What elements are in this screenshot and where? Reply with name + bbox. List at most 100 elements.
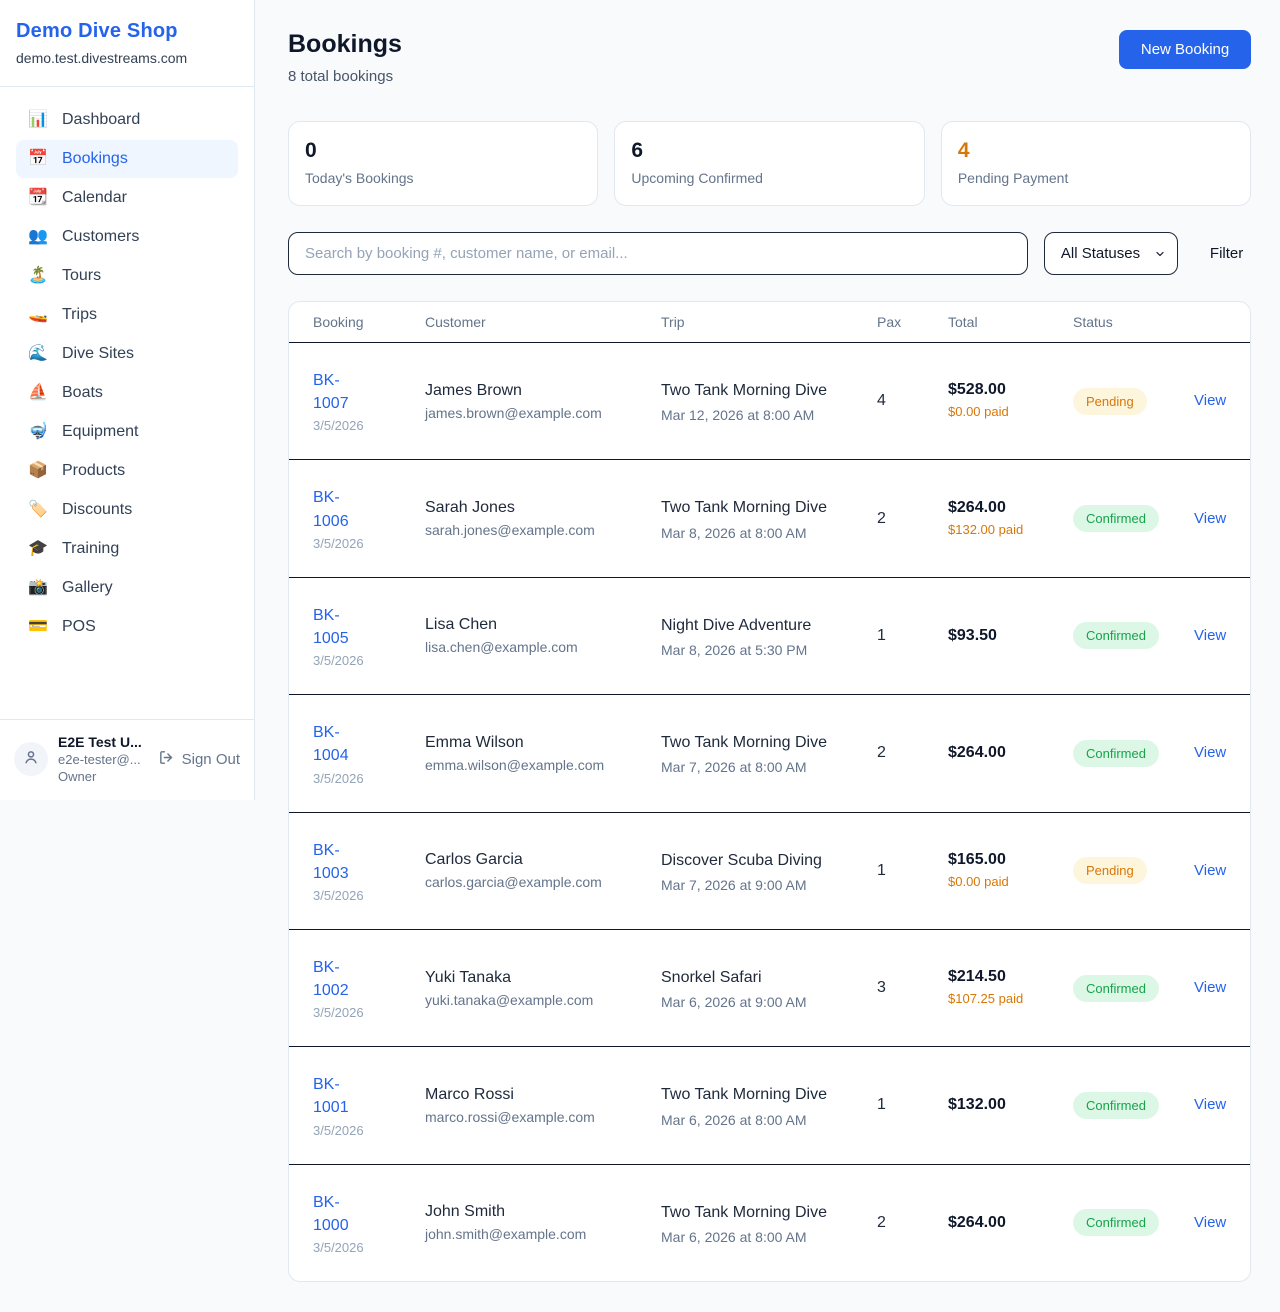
view-link[interactable]: View xyxy=(1194,861,1227,879)
sidebar-item-customers[interactable]: 👥 Customers xyxy=(28,228,140,245)
sidebar-item-trips[interactable]: 🚤 Trips xyxy=(28,306,97,323)
total-cell: $264.00 $132.00 paid xyxy=(948,499,1073,539)
paid-amount: $132.00 paid xyxy=(948,521,1024,537)
view-link[interactable]: View xyxy=(1194,392,1227,410)
pax-value: 1 xyxy=(877,626,886,644)
total-amount: $528.00 xyxy=(948,381,1006,399)
trip-name: Two Tank Morning Dive xyxy=(661,734,827,752)
sidebar: Demo Dive Shop demo.test.divestreams.com… xyxy=(0,0,255,800)
view-link[interactable]: View xyxy=(1194,744,1227,762)
booking-number-link[interactable]: BK-1004 xyxy=(313,724,349,765)
table-header-row: Booking Customer Trip Pax Total Status xyxy=(289,302,1251,343)
total-amount: $165.00 xyxy=(948,850,1006,868)
trip-cell: Two Tank Morning Dive Mar 6, 2026 at 8:0… xyxy=(661,1201,877,1245)
view-cell: View xyxy=(1194,1214,1226,1232)
table-body: BK-1007 3/5/2026 James Brown james.brown… xyxy=(289,343,1251,1281)
sidebar-item-pos[interactable]: 💳 POS xyxy=(28,618,96,635)
trip-name: Two Tank Morning Dive xyxy=(661,382,827,400)
booking-number-link[interactable]: BK-1003 xyxy=(313,841,349,882)
view-link[interactable]: View xyxy=(1194,626,1227,644)
discounts-icon: 🏷️ xyxy=(28,501,48,518)
total-cell: $165.00 $0.00 paid xyxy=(948,851,1073,891)
user-name: E2E Test U... xyxy=(58,734,142,750)
user-role: Owner xyxy=(58,769,97,784)
booking-number-link[interactable]: BK-1002 xyxy=(313,958,349,1000)
view-link[interactable]: View xyxy=(1194,509,1227,527)
booking-cell: BK-1000 3/5/2026 xyxy=(313,1191,425,1255)
view-link[interactable]: View xyxy=(1194,979,1227,997)
col-header-customer: Customer xyxy=(425,314,486,330)
total-amount: $132.00 xyxy=(948,1096,1006,1114)
customer-name: Sarah Jones xyxy=(425,499,515,517)
customer-cell: Lisa Chen lisa.chen@example.com xyxy=(425,616,661,655)
view-link[interactable]: View xyxy=(1194,1096,1227,1114)
status-badge: Confirmed xyxy=(1073,1091,1159,1119)
trip-cell: Two Tank Morning Dive Mar 8, 2026 at 8:0… xyxy=(661,496,877,540)
user-info: E2E Test U... e2e-tester@... Owner xyxy=(58,734,148,784)
booking-cell: BK-1004 3/5/2026 xyxy=(313,721,425,785)
customer-name: James Brown xyxy=(425,381,522,399)
status-badge: Confirmed xyxy=(1073,739,1159,767)
customer-name: Carlos Garcia xyxy=(425,851,523,869)
paid-amount: $107.25 paid xyxy=(948,991,1024,1007)
view-cell: View xyxy=(1194,627,1226,645)
booking-number-link[interactable]: BK-1006 xyxy=(313,489,349,530)
search-input[interactable] xyxy=(288,232,1028,275)
total-cell: $93.50 xyxy=(948,627,1073,645)
sidebar-item-calendar[interactable]: 📆 Calendar xyxy=(28,189,127,206)
bookings-icon: 📅 xyxy=(28,150,48,167)
booking-number-link[interactable]: BK-1005 xyxy=(313,606,349,647)
paid-amount: $0.00 paid xyxy=(948,873,1009,889)
pax-value: 2 xyxy=(877,509,886,527)
sign-out-button[interactable]: Sign Out xyxy=(158,749,240,770)
status-badge: Confirmed xyxy=(1073,622,1159,650)
view-cell: View xyxy=(1194,862,1226,880)
status-select[interactable]: All Statuses xyxy=(1043,232,1178,275)
view-cell: View xyxy=(1194,510,1226,528)
col-header-status: Status xyxy=(1073,314,1113,330)
trip-name: Night Dive Adventure xyxy=(661,616,812,634)
customer-name: Lisa Chen xyxy=(425,616,498,634)
booking-date: 3/5/2026 xyxy=(313,770,364,786)
customer-email: carlos.garcia@example.com xyxy=(425,874,602,891)
customer-email: sarah.jones@example.com xyxy=(425,522,595,539)
sidebar-item-equipment[interactable]: 🤿 Equipment xyxy=(28,423,139,440)
pax-value: 3 xyxy=(877,979,886,997)
sidebar-item-dive-sites[interactable]: 🌊 Dive Sites xyxy=(28,345,135,362)
view-cell: View xyxy=(1194,979,1226,997)
sidebar-item-discounts[interactable]: 🏷️ Discounts xyxy=(28,501,133,518)
calendar-icon: 📆 xyxy=(28,189,48,206)
stat-value: 0 xyxy=(305,139,317,162)
sidebar-item-tours[interactable]: 🏝️ Tours xyxy=(28,267,102,284)
tours-icon: 🏝️ xyxy=(28,267,48,284)
customer-cell: Carlos Garcia carlos.garcia@example.com xyxy=(425,851,661,890)
booking-number-link[interactable]: BK-1007 xyxy=(313,372,349,413)
total-bookings-count: 8 total bookings xyxy=(288,68,394,85)
filters-bar: All Statuses Filter xyxy=(288,232,1251,275)
sidebar-item-products[interactable]: 📦 Products xyxy=(28,462,126,479)
booking-date: 3/5/2026 xyxy=(313,535,364,551)
table-row: BK-1000 3/5/2026 John Smith john.smith@e… xyxy=(289,1165,1250,1281)
pax-value: 1 xyxy=(877,861,886,879)
status-badge: Confirmed xyxy=(1073,974,1159,1002)
sidebar-item-boats[interactable]: ⛵ Boats xyxy=(28,384,103,401)
booking-number-link[interactable]: BK-1000 xyxy=(313,1193,349,1234)
user-email: e2e-tester@... xyxy=(58,752,141,767)
booking-number-link[interactable]: BK-1001 xyxy=(313,1076,349,1117)
sidebar-item-bookings[interactable]: 📅 Bookings xyxy=(16,140,238,178)
status-cell: Pending xyxy=(1073,387,1194,415)
pax-value: 2 xyxy=(877,744,886,762)
booking-cell: BK-1001 3/5/2026 xyxy=(313,1073,425,1137)
page-header: Bookings 8 total bookings New Booking xyxy=(288,30,1252,85)
sidebar-item-dashboard[interactable]: 📊 Dashboard xyxy=(28,111,141,128)
new-booking-button[interactable]: New Booking xyxy=(1118,30,1252,69)
trip-cell: Two Tank Morning Dive Mar 6, 2026 at 8:0… xyxy=(661,1083,877,1127)
sidebar-item-training[interactable]: 🎓 Training xyxy=(28,540,120,557)
sidebar-item-gallery[interactable]: 📸 Gallery xyxy=(28,579,113,596)
filter-button[interactable]: Filter xyxy=(1209,245,1244,262)
view-link[interactable]: View xyxy=(1194,1213,1227,1231)
booking-date: 3/5/2026 xyxy=(313,418,364,434)
products-icon: 📦 xyxy=(28,462,48,479)
customer-name: Yuki Tanaka xyxy=(425,968,511,986)
